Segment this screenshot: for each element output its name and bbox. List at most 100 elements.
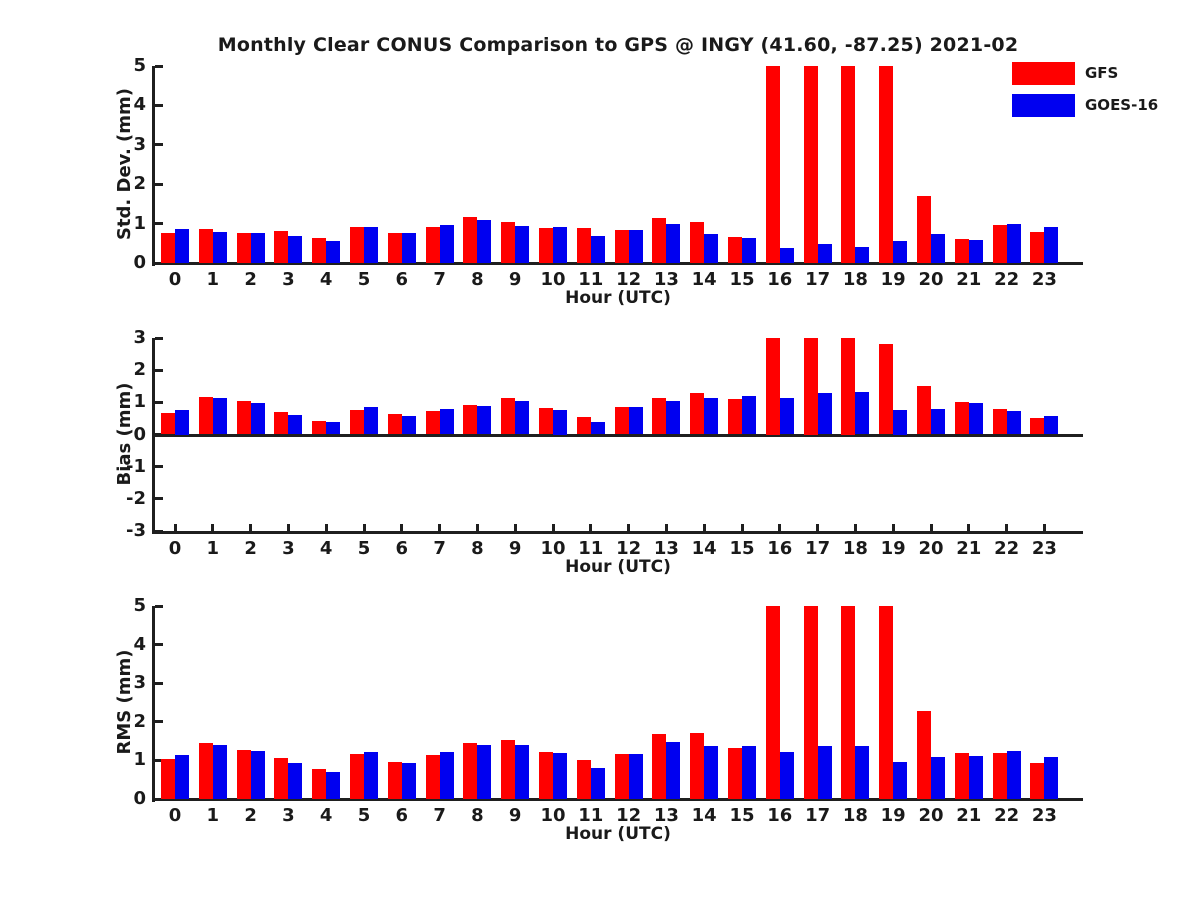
bar-goes16-h12 <box>628 407 643 435</box>
bar-goes16-h1 <box>212 231 227 263</box>
bar-gfs-h19 <box>879 66 894 263</box>
x-tick-label: 8 <box>471 805 484 826</box>
bar-gfs-h20 <box>917 196 931 263</box>
x-tick <box>211 524 215 531</box>
x-tick-label: 4 <box>319 805 333 826</box>
x-tick-label: 7 <box>433 269 446 290</box>
y-axis-spine <box>152 66 155 266</box>
x-axis-baseline <box>152 798 1083 801</box>
bar-gfs-h16 <box>765 338 780 435</box>
bar-gfs-h4 <box>312 237 327 263</box>
bar-gfs-h17 <box>803 66 818 263</box>
y-tick-label: 5 <box>133 55 146 76</box>
bar-gfs-h16 <box>765 606 780 799</box>
bar-gfs-h7 <box>425 754 440 799</box>
x-tick-label: 20 <box>918 538 944 559</box>
bar-gfs-h19 <box>879 344 894 435</box>
y-tick-label: 4 <box>133 633 146 655</box>
bar-goes16-h10 <box>553 226 567 263</box>
bar-goes16-h20 <box>931 233 945 263</box>
bar-gfs-h22 <box>992 409 1007 435</box>
bar-goes16-h18 <box>855 745 870 799</box>
x-tick-label: 14 <box>691 269 717 290</box>
x-tick <box>929 524 933 531</box>
y-tick <box>155 758 163 762</box>
bar-goes16-h3 <box>288 415 303 435</box>
y-tick <box>155 400 163 404</box>
x-tick-label: 22 <box>994 538 1020 559</box>
x-tick-label: 9 <box>508 805 522 826</box>
bottom-spine <box>152 531 1083 534</box>
bar-gfs-h6 <box>387 761 402 799</box>
y-tick-label: 4 <box>133 94 146 116</box>
x-tick-label: 1 <box>206 269 220 290</box>
stddev-x-axis-label: Hour (UTC) <box>565 288 671 308</box>
x-tick-label: 23 <box>1031 805 1057 826</box>
x-tick-label: 11 <box>578 805 604 826</box>
bar-gfs-h8 <box>463 742 478 799</box>
bar-gfs-h14 <box>690 221 705 263</box>
bar-goes16-h21 <box>968 755 983 799</box>
bar-gfs-h4 <box>312 768 327 799</box>
x-tick-label: 6 <box>395 538 409 559</box>
bar-gfs-h15 <box>728 236 742 263</box>
bar-gfs-h7 <box>425 411 440 435</box>
x-tick-label: 17 <box>805 805 831 826</box>
bar-gfs-h4 <box>312 420 327 435</box>
bar-goes16-h3 <box>288 763 303 799</box>
bar-gfs-h21 <box>954 402 969 435</box>
x-tick-label: 22 <box>994 269 1020 290</box>
bar-gfs-h9 <box>501 221 516 263</box>
bar-gfs-h1 <box>198 743 213 799</box>
bar-goes16-h11 <box>590 235 605 263</box>
y-tick <box>155 182 163 186</box>
x-tick-label: 17 <box>805 538 831 559</box>
bar-gfs-h2 <box>236 749 251 799</box>
bar-gfs-h11 <box>576 760 591 799</box>
bar-gfs-h5 <box>350 410 364 435</box>
x-tick-label: 7 <box>433 538 446 559</box>
x-tick <box>400 524 404 531</box>
bar-gfs-h11 <box>576 228 591 263</box>
x-tick-label: 3 <box>282 805 295 826</box>
bar-goes16-h13 <box>666 742 681 799</box>
x-tick-label: 12 <box>616 269 642 290</box>
bar-goes16-h22 <box>1006 224 1021 263</box>
x-tick-label: 12 <box>616 805 642 826</box>
bar-goes16-h14 <box>704 234 719 263</box>
bar-goes16-h8 <box>477 744 492 799</box>
x-tick <box>702 524 706 531</box>
y-tick-label: 0 <box>133 788 146 809</box>
bar-goes16-h7 <box>439 225 454 263</box>
y-tick-label: 0 <box>133 252 146 273</box>
bar-gfs-h12 <box>614 407 629 435</box>
x-tick-label: 5 <box>357 805 371 826</box>
x-tick <box>740 524 744 531</box>
bar-goes16-h10 <box>553 410 567 435</box>
bar-goes16-h23 <box>1044 416 1059 435</box>
bar-goes16-h5 <box>364 226 378 263</box>
bar-goes16-h6 <box>401 416 416 435</box>
bar-goes16-h11 <box>590 767 605 799</box>
x-tick <box>664 524 668 531</box>
x-tick <box>362 524 366 531</box>
x-tick-label: 12 <box>616 538 642 559</box>
bar-gfs-h5 <box>350 226 364 263</box>
bar-goes16-h11 <box>590 422 605 435</box>
bar-goes16-h8 <box>477 406 492 435</box>
legend-swatch-gfs <box>1012 62 1075 85</box>
x-tick-label: 20 <box>918 269 944 290</box>
y-tick-label: 1 <box>133 391 146 413</box>
bar-goes16-h6 <box>401 233 416 263</box>
x-tick-label: 19 <box>880 538 906 559</box>
x-tick-label: 22 <box>994 805 1020 826</box>
x-tick-label: 0 <box>168 805 182 826</box>
x-tick-label: 18 <box>842 805 868 826</box>
x-tick-label: 8 <box>471 538 484 559</box>
x-tick-label: 10 <box>540 805 566 826</box>
x-tick-label: 10 <box>540 538 566 559</box>
x-tick-label: 5 <box>357 538 371 559</box>
bar-goes16-h14 <box>704 397 719 435</box>
bar-goes16-h12 <box>628 230 643 263</box>
bar-gfs-h22 <box>992 752 1007 799</box>
